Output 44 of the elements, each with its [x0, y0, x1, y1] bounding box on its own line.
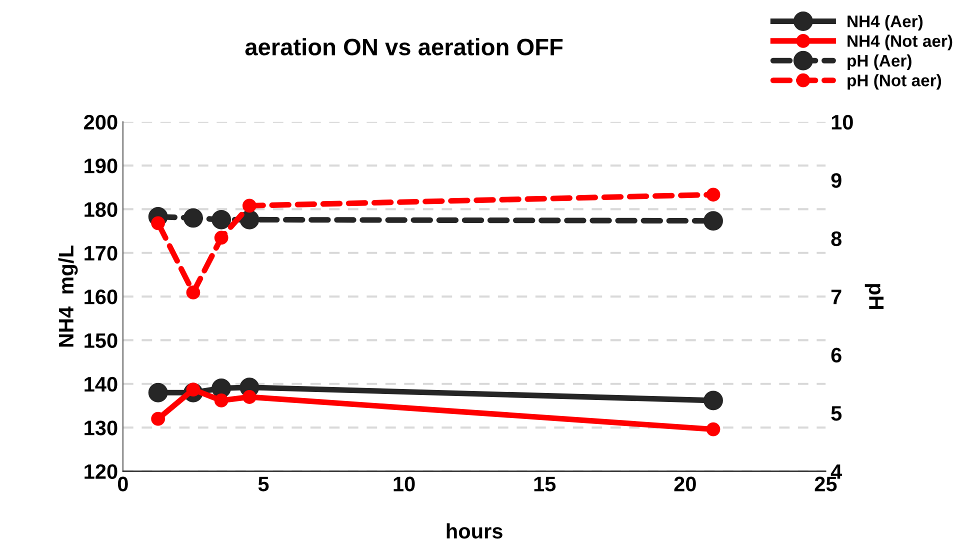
- y2-tick-label: 10: [832, 114, 853, 130]
- point: [151, 412, 166, 426]
- x-tick-label: 5: [258, 476, 269, 492]
- y-tick-label: 160: [84, 290, 118, 304]
- point: [183, 208, 203, 228]
- point: [214, 394, 228, 408]
- y2-axis-title: pH: [864, 284, 884, 310]
- x-axis-title: hours: [446, 523, 502, 539]
- point: [214, 230, 228, 245]
- y2-tick-label: 7: [831, 290, 842, 304]
- y2-tick-label: 8: [831, 231, 842, 246]
- y2-tick-label: 4: [830, 464, 842, 479]
- x-tick-label: 20: [674, 476, 696, 492]
- point: [242, 390, 256, 404]
- x-tick-label: 15: [534, 476, 556, 492]
- point: [148, 382, 168, 402]
- point: [704, 211, 723, 231]
- y-tick-label: 120: [84, 464, 118, 479]
- y-tick-label: 140: [84, 376, 118, 392]
- x-tick-label: 25: [814, 476, 837, 492]
- point: [242, 198, 256, 213]
- y2-tick-label: 6: [831, 348, 842, 363]
- point: [706, 422, 720, 436]
- y2-tick-label: 5: [831, 406, 842, 421]
- point: [151, 216, 166, 230]
- chart-title: aeration ON vs aeration OFF: [245, 38, 563, 56]
- legend-label: pH (Aer): [848, 54, 912, 70]
- y-tick-label: 180: [84, 202, 118, 217]
- legend-label: NH4 (Not aer): [848, 34, 952, 50]
- x-tick-label: 10: [394, 476, 415, 492]
- x-tick-label: 0: [118, 476, 128, 492]
- point: [186, 286, 200, 300]
- y-tick-label: 130: [84, 420, 118, 436]
- legend-label: pH (Not aer): [848, 74, 942, 90]
- y-tick-label: 170: [84, 246, 118, 261]
- y-tick-label: 190: [84, 158, 118, 174]
- y-tick-label: 200: [84, 114, 118, 130]
- legend-label: NH4 (Aer): [848, 15, 923, 31]
- y2-tick-label: 9: [831, 173, 842, 188]
- y-tick-label: 150: [84, 333, 118, 348]
- point: [212, 210, 232, 230]
- point: [706, 188, 720, 202]
- point: [704, 390, 723, 410]
- y-axis-title: NH4 mg/L: [58, 246, 78, 347]
